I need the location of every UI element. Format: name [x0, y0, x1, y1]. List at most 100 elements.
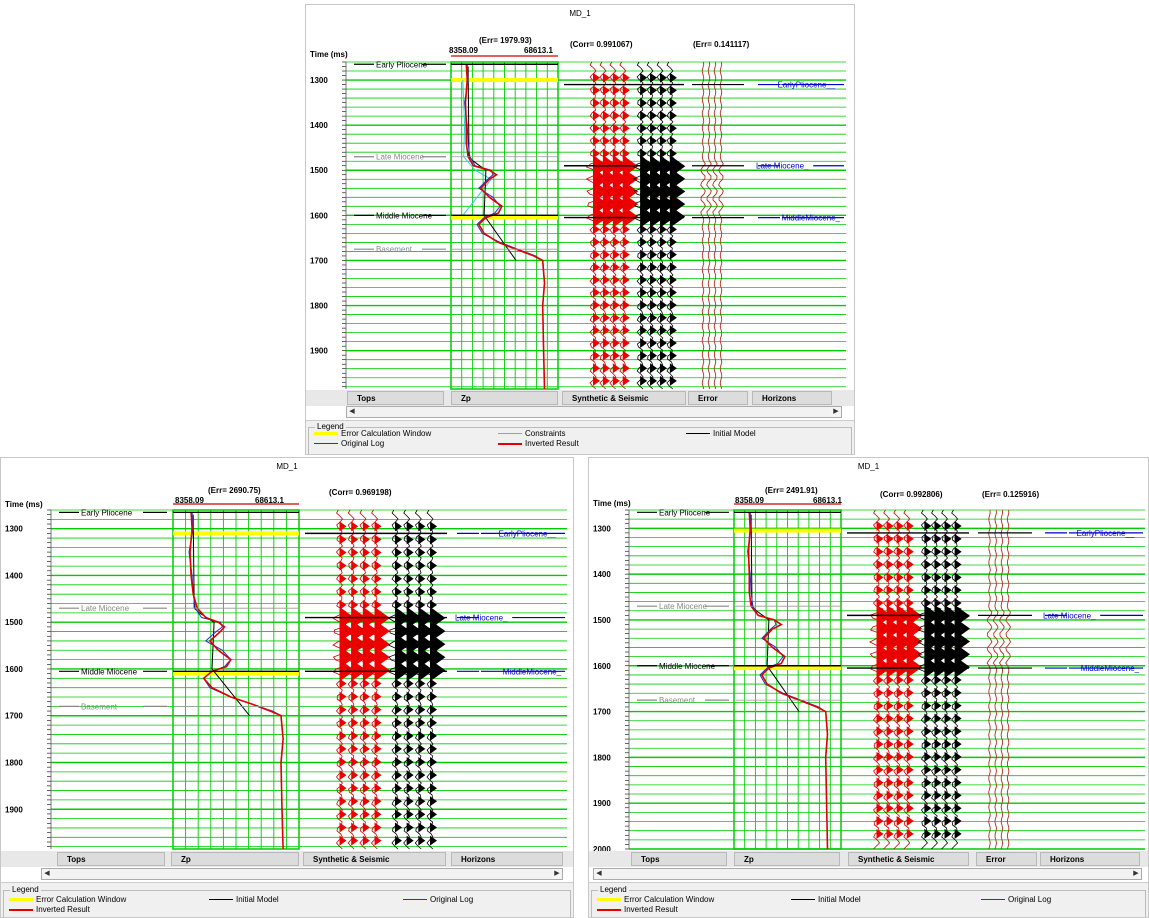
trace-fill	[362, 730, 370, 741]
scroll-right-icon[interactable]: ▶	[831, 407, 841, 417]
scroll-left-icon[interactable]: ◀	[347, 407, 357, 417]
horizon-label: Late Miocene_	[455, 614, 508, 623]
legend: Legend Error Calculation Window Initial …	[589, 882, 1148, 917]
trace-fill	[351, 560, 359, 571]
trace-fill	[418, 757, 426, 768]
tab-horizons[interactable]: Horizons	[451, 852, 563, 866]
trace-fill	[896, 546, 904, 557]
trace-fill	[351, 534, 359, 545]
trace-fill	[351, 573, 359, 584]
tab-synthetic-seismic[interactable]: Synthetic & Seismic	[562, 391, 686, 405]
error-trace	[998, 509, 1005, 850]
trace-fill	[944, 687, 952, 698]
trace-fill	[944, 700, 952, 711]
trace-fill	[906, 572, 914, 583]
trace-fill	[640, 135, 648, 146]
trace-fill	[896, 751, 904, 762]
horizontal-scrollbar[interactable]: ◀ ▶	[593, 868, 1142, 880]
trace-fill	[394, 560, 402, 571]
trace-fill	[602, 205, 619, 228]
error-label: (Err= 0.125916)	[982, 490, 1040, 499]
trace-fill	[406, 809, 414, 820]
trace-fill	[896, 726, 904, 737]
trace-fill	[406, 717, 414, 728]
trace-fill	[906, 764, 914, 775]
trace-fill	[944, 777, 952, 788]
tab-tops[interactable]: Tops	[631, 852, 727, 866]
trace-fill	[602, 300, 610, 311]
horizontal-scrollbar[interactable]: ◀ ▶	[41, 868, 563, 880]
legend-swatch	[314, 443, 338, 445]
trace-fill	[374, 547, 382, 558]
trace-fill	[944, 739, 952, 750]
trace-fill	[906, 559, 914, 570]
tab-zp[interactable]: Zp	[451, 391, 558, 405]
trace-fill	[593, 325, 600, 336]
trace-fill	[430, 835, 438, 846]
trace-fill	[406, 573, 414, 584]
trace-fill	[602, 224, 610, 235]
scroll-right-icon[interactable]: ▶	[552, 869, 562, 879]
y-tick-label: 1500	[5, 618, 23, 627]
trace-fill	[650, 135, 658, 146]
trace-fill	[659, 236, 667, 247]
trace-fill	[339, 704, 347, 715]
y-tick-label: 1800	[593, 753, 611, 762]
error-window-bar	[451, 215, 558, 220]
tab-horizons[interactable]: Horizons	[752, 391, 832, 405]
horizontal-scrollbar[interactable]: ◀ ▶	[346, 406, 842, 418]
trace-fill	[374, 757, 382, 768]
tab-error[interactable]: Error	[976, 852, 1037, 866]
tab-zp[interactable]: Zp	[734, 852, 840, 866]
trace-fill	[944, 751, 952, 762]
trace-fill	[406, 835, 414, 846]
trace-fill	[650, 287, 658, 298]
legend-swatch	[498, 442, 522, 445]
trace-fill	[339, 560, 347, 571]
error-window-bar	[173, 531, 299, 536]
tab-synthetic-seismic[interactable]: Synthetic & Seismic	[303, 852, 446, 866]
trace-fill	[659, 98, 667, 109]
tab-zp[interactable]: Zp	[171, 852, 299, 866]
trace-fill	[886, 674, 894, 685]
trace-fill	[612, 85, 620, 96]
trace-fill	[374, 835, 382, 846]
tab-error[interactable]: Error	[688, 391, 748, 405]
zp-error-label: (Err= 2690.75)	[208, 486, 261, 495]
trace-fill	[418, 704, 426, 715]
trace-fill	[640, 224, 648, 235]
tab-tops[interactable]: Tops	[57, 852, 165, 866]
trace-fill	[374, 770, 382, 781]
tab-synthetic-seismic[interactable]: Synthetic & Seismic	[848, 852, 969, 866]
trace-fill	[659, 337, 667, 348]
error-trace	[986, 509, 993, 850]
scroll-left-icon[interactable]: ◀	[42, 869, 52, 879]
trace-fill	[622, 249, 630, 260]
legend-item-original-log: Original Log	[403, 895, 473, 904]
zp-error-label: (Err= 1979.93)	[479, 36, 532, 45]
trace-fill	[906, 521, 914, 532]
trace-fill	[640, 337, 648, 348]
trace-fill	[650, 205, 666, 228]
trace-fill	[612, 224, 620, 235]
tab-tops[interactable]: Tops	[347, 391, 444, 405]
trace-fill	[351, 678, 359, 689]
scroll-right-icon[interactable]: ▶	[1131, 869, 1141, 879]
trace-fill	[659, 85, 667, 96]
top-label: Late Miocene	[659, 602, 708, 611]
time-axis-label: Time (ms)	[593, 499, 631, 508]
trace-fill	[593, 236, 600, 247]
trace-fill	[622, 85, 630, 96]
trace-fill	[954, 572, 962, 583]
trace-fill	[612, 337, 620, 348]
trace-fill	[906, 726, 914, 737]
y-tick-label: 1900	[593, 799, 611, 808]
tab-horizons[interactable]: Horizons	[1040, 852, 1140, 866]
scroll-left-icon[interactable]: ◀	[594, 869, 604, 879]
y-tick-label: 1400	[310, 121, 328, 130]
trace-fill	[593, 72, 600, 83]
trace-fill	[934, 597, 942, 608]
trace-fill	[650, 274, 658, 285]
trace-fill	[351, 809, 359, 820]
trace-fill	[418, 521, 426, 532]
